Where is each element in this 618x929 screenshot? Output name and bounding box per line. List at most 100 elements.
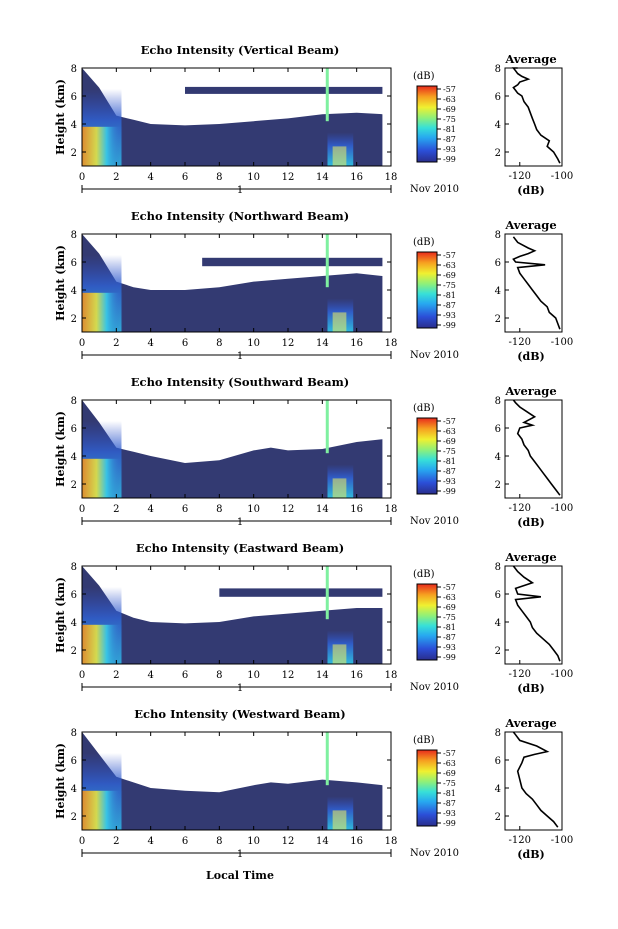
- average-title: Average: [504, 218, 556, 232]
- y-tick-label: 4: [71, 452, 77, 463]
- colorbar-unit: (dB): [413, 71, 435, 82]
- x-tick-label: 16: [350, 338, 363, 349]
- average-panel-0: Average -120 -100 2 4 6 8 (dB): [495, 52, 574, 197]
- echo-region: [82, 68, 383, 166]
- colorbar-tick-label: -81: [443, 125, 456, 134]
- y-tick-label: 6: [71, 590, 77, 601]
- x-tick-label: 0: [79, 172, 85, 183]
- colorbar-tick-label: -93: [443, 311, 456, 320]
- heatmap-ylabel: Height (km): [54, 411, 67, 487]
- avg-x-tick-label: -120: [509, 669, 531, 680]
- colorbar-tick-label: -57: [443, 749, 456, 758]
- colorbar-tick-label: -69: [443, 603, 456, 612]
- colorbar: [416, 749, 438, 827]
- average-profile-line: [512, 731, 559, 828]
- colorbar-tick-label: -75: [443, 281, 456, 290]
- heatmap-frame: [81, 399, 392, 499]
- avg-y-tick-label: 6: [495, 590, 501, 601]
- colorbar-tick-label: -93: [443, 643, 456, 652]
- echo-layer: [219, 588, 383, 597]
- avg-y-tick-label: 8: [495, 230, 501, 241]
- colorbar-tick-label: -57: [443, 583, 456, 592]
- x-tick-label: 14: [316, 504, 329, 515]
- colorbar: [416, 417, 438, 495]
- avg-x-tick-label: -100: [551, 337, 573, 348]
- x-tick-label: 8: [216, 338, 222, 349]
- x-tick-label: 6: [182, 670, 188, 681]
- time-gap-stripe: [325, 68, 329, 122]
- avg-x-tick-label: -120: [509, 835, 531, 846]
- y-tick-label: 2: [71, 480, 77, 491]
- colorbar-tick-label: -63: [443, 593, 456, 602]
- colorbar-tick-label: -69: [443, 271, 456, 280]
- x-tick-label: 12: [282, 670, 295, 681]
- x-tick-label: 4: [147, 504, 153, 515]
- average-panel-3: Average -120 -100 2 4 6 8 (dB): [495, 550, 574, 695]
- echo-burst-core: [332, 810, 347, 830]
- colorbar-tick-label: -75: [443, 613, 456, 622]
- colorbar-tick-label: -87: [443, 633, 456, 642]
- average-frame: [504, 565, 563, 665]
- heatmap-title: Echo Intensity (Eastward Beam): [136, 541, 344, 555]
- avg-y-tick-label: 6: [495, 424, 501, 435]
- colorbar-tick-label: -99: [443, 653, 456, 662]
- colorbar-tick-label: -93: [443, 809, 456, 818]
- colorbar-tick-label: -63: [443, 759, 456, 768]
- x-tick-label: 10: [247, 172, 260, 183]
- x-tick-label: 18: [385, 504, 398, 515]
- colorbar-tick-label: -87: [443, 467, 456, 476]
- x-tick-label: 18: [385, 172, 398, 183]
- average-panel-4: Average -120 -100 2 4 6 8 (dB): [495, 716, 574, 861]
- heatmap-frame: [81, 565, 392, 665]
- heatmap-frame: [81, 67, 392, 167]
- average-title: Average: [504, 716, 556, 730]
- avg-y-tick-label: 4: [495, 618, 501, 629]
- colorbar-tick-label: -81: [443, 291, 456, 300]
- day-marker: 1: [237, 351, 243, 362]
- heatmap-ylabel: Height (km): [54, 577, 67, 653]
- heatmap-title: Echo Intensity (Southward Beam): [131, 375, 349, 389]
- y-tick-label: 8: [71, 64, 77, 75]
- x-tick-label: 4: [147, 338, 153, 349]
- y-tick-label: 4: [71, 618, 77, 629]
- avg-y-tick-label: 4: [495, 784, 501, 795]
- average-title: Average: [504, 384, 556, 398]
- avg-x-tick-label: -100: [551, 669, 573, 680]
- echo-region: [82, 400, 383, 498]
- y-tick-label: 8: [71, 396, 77, 407]
- heatmap-title: Echo Intensity (Westward Beam): [134, 707, 345, 721]
- echo-burst-core: [332, 312, 347, 332]
- date-label: Nov 2010: [410, 682, 459, 693]
- echo-region: [82, 234, 383, 332]
- average-xlabel: (dB): [517, 682, 544, 695]
- x-tick-label: 8: [216, 504, 222, 515]
- heatmap-ylabel: Height (km): [54, 743, 67, 819]
- x-tick-label: 14: [316, 670, 329, 681]
- colorbar-tick-label: -63: [443, 261, 456, 270]
- day-marker: 1: [237, 185, 243, 196]
- avg-y-tick-label: 8: [495, 728, 501, 739]
- colorbar-tick-label: -93: [443, 145, 456, 154]
- y-tick-label: 4: [71, 784, 77, 795]
- x-tick-label: 12: [282, 836, 295, 847]
- colorbar-tick-label: -99: [443, 321, 456, 330]
- day-marker: 1: [237, 849, 243, 860]
- heatmap-title: Echo Intensity (Vertical Beam): [141, 43, 340, 57]
- heatmap-title: Echo Intensity (Northward Beam): [131, 209, 349, 223]
- date-label: Nov 2010: [410, 516, 459, 527]
- colorbar-tick-label: -99: [443, 155, 456, 164]
- avg-y-tick-label: 2: [495, 314, 501, 325]
- strong-echo-core: [82, 624, 124, 664]
- colorbar-tick-label: -75: [443, 779, 456, 788]
- x-tick-label: 4: [147, 836, 153, 847]
- average-xlabel: (dB): [517, 848, 544, 861]
- x-tick-label: 18: [385, 670, 398, 681]
- echo-layer: [185, 86, 383, 94]
- avg-y-tick-label: 4: [495, 286, 501, 297]
- x-tick-label: 2: [113, 338, 119, 349]
- strong-echo-core: [82, 126, 124, 166]
- colorbar-tick-label: -87: [443, 799, 456, 808]
- colorbar-tick-label: -63: [443, 427, 456, 436]
- x-tick-label: 2: [113, 836, 119, 847]
- time-gap-stripe: [325, 566, 329, 620]
